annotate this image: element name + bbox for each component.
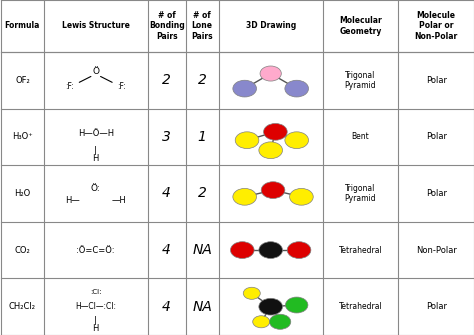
Text: 2: 2 bbox=[198, 187, 207, 200]
Text: 3D Drawing: 3D Drawing bbox=[246, 21, 296, 30]
Circle shape bbox=[261, 182, 285, 199]
Circle shape bbox=[233, 80, 256, 97]
Text: Tetrahedral: Tetrahedral bbox=[338, 302, 383, 311]
Text: 4: 4 bbox=[162, 187, 171, 200]
Circle shape bbox=[290, 188, 313, 205]
Text: :Cl:: :Cl: bbox=[90, 289, 101, 294]
Text: Formula: Formula bbox=[5, 21, 40, 30]
Circle shape bbox=[233, 188, 256, 205]
Text: Lewis Structure: Lewis Structure bbox=[62, 21, 130, 30]
Text: Molecular
Geometry: Molecular Geometry bbox=[339, 16, 382, 36]
Text: H₃O⁺: H₃O⁺ bbox=[12, 132, 33, 141]
Text: 4: 4 bbox=[162, 300, 171, 314]
Text: Ö: Ö bbox=[92, 67, 99, 76]
Text: 4: 4 bbox=[162, 243, 171, 257]
Text: OF₂: OF₂ bbox=[15, 76, 30, 85]
Circle shape bbox=[259, 242, 283, 259]
Text: Polar: Polar bbox=[426, 76, 447, 85]
Text: H—Ö—H: H—Ö—H bbox=[78, 129, 114, 138]
Text: Non-Polar: Non-Polar bbox=[416, 246, 456, 255]
Text: Molecule
Polar or
Non-Polar: Molecule Polar or Non-Polar bbox=[415, 11, 458, 41]
Circle shape bbox=[253, 316, 270, 328]
Text: 2: 2 bbox=[198, 73, 207, 87]
Circle shape bbox=[285, 80, 309, 97]
Text: |: | bbox=[94, 146, 97, 155]
Text: # of
Lone
Pairs: # of Lone Pairs bbox=[191, 11, 213, 41]
Text: Ö:: Ö: bbox=[91, 184, 100, 193]
Text: H—Cl—:Cl:: H—Cl—:Cl: bbox=[75, 302, 116, 311]
Circle shape bbox=[235, 132, 259, 149]
Circle shape bbox=[264, 123, 287, 140]
Text: H: H bbox=[92, 324, 99, 333]
Text: Polar: Polar bbox=[426, 132, 447, 141]
Text: |: | bbox=[94, 316, 97, 325]
Text: H: H bbox=[92, 154, 99, 163]
Text: Polar: Polar bbox=[426, 302, 447, 311]
Text: 2: 2 bbox=[162, 73, 171, 87]
Text: :Ö=C=Ö:: :Ö=C=Ö: bbox=[76, 246, 115, 255]
Text: 3: 3 bbox=[162, 130, 171, 144]
Text: NA: NA bbox=[192, 300, 212, 314]
Text: Polar: Polar bbox=[426, 189, 447, 198]
Circle shape bbox=[270, 314, 291, 329]
Text: :F:: :F: bbox=[65, 82, 74, 91]
Text: 1: 1 bbox=[198, 130, 207, 144]
Text: Trigonal
Pyramid: Trigonal Pyramid bbox=[345, 184, 376, 203]
Circle shape bbox=[230, 242, 254, 259]
Text: H—: H— bbox=[65, 196, 80, 205]
Text: # of
Bonding
Pairs: # of Bonding Pairs bbox=[149, 11, 184, 41]
Text: —H: —H bbox=[112, 196, 127, 205]
Circle shape bbox=[285, 132, 309, 149]
Circle shape bbox=[285, 297, 308, 313]
Text: Bent: Bent bbox=[352, 132, 369, 141]
Text: Tetrahedral: Tetrahedral bbox=[338, 246, 383, 255]
Text: H₂O: H₂O bbox=[14, 189, 30, 198]
Text: CO₂: CO₂ bbox=[15, 246, 30, 255]
Circle shape bbox=[287, 242, 311, 259]
Circle shape bbox=[243, 287, 260, 299]
Circle shape bbox=[260, 66, 281, 81]
Text: CH₂Cl₂: CH₂Cl₂ bbox=[9, 302, 36, 311]
Text: Trigonal
Pyramid: Trigonal Pyramid bbox=[345, 71, 376, 90]
Text: NA: NA bbox=[192, 243, 212, 257]
Text: :F:: :F: bbox=[118, 82, 126, 91]
Circle shape bbox=[259, 142, 283, 159]
Circle shape bbox=[259, 298, 283, 315]
